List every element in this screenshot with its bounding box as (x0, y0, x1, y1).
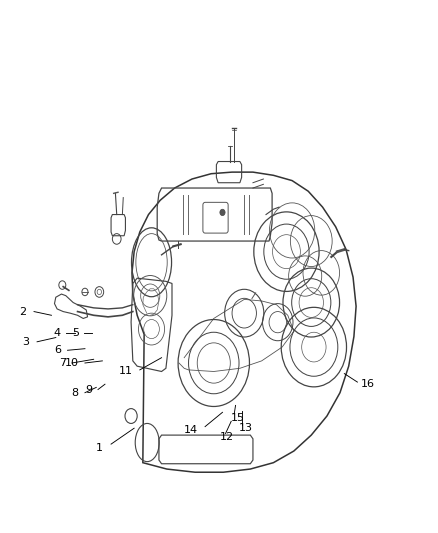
Text: 10: 10 (65, 358, 79, 368)
Text: 5: 5 (72, 328, 79, 338)
Text: 12: 12 (220, 432, 234, 442)
Text: 4: 4 (53, 328, 60, 338)
Text: 7: 7 (59, 358, 66, 368)
Text: 11: 11 (119, 367, 133, 376)
Text: 2: 2 (20, 306, 27, 317)
Text: 1: 1 (95, 443, 102, 453)
Text: 8: 8 (72, 387, 79, 398)
Text: 13: 13 (239, 423, 253, 433)
Circle shape (220, 209, 225, 216)
Text: 15: 15 (231, 413, 245, 423)
Text: 16: 16 (360, 379, 374, 389)
Text: 9: 9 (86, 384, 93, 394)
Text: 3: 3 (23, 337, 30, 347)
Text: 6: 6 (54, 345, 61, 356)
Text: 14: 14 (184, 425, 198, 435)
